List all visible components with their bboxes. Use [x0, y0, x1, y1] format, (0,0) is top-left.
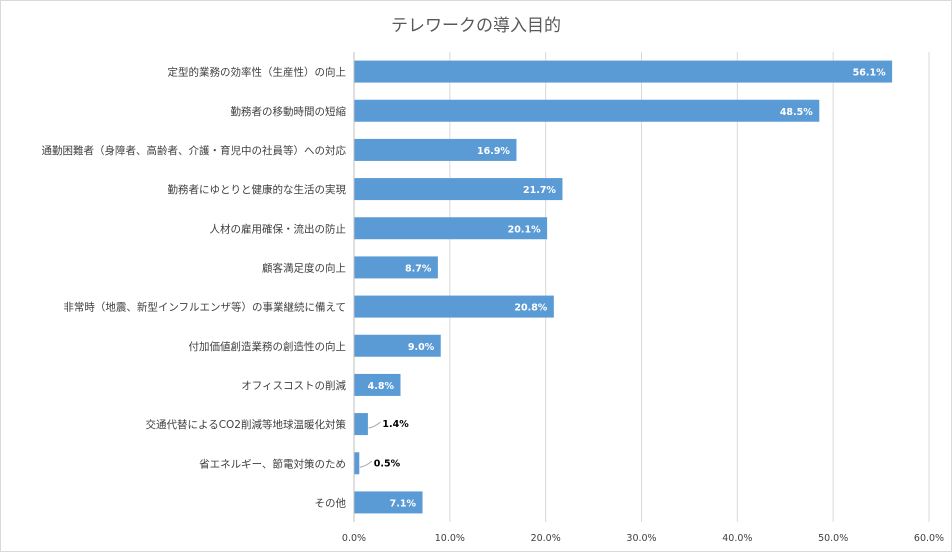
data-label: 0.5% [374, 458, 401, 469]
data-label: 20.8% [514, 303, 547, 314]
x-tick-label: 10.0% [435, 533, 465, 544]
data-label: 8.7% [405, 263, 432, 274]
category-label: 勤務者にゆとりと健康的な生活の実現 [168, 183, 347, 196]
bar [354, 138, 517, 161]
x-tick-label: 20.0% [531, 533, 561, 544]
leader-line [368, 421, 381, 429]
x-tick-label: 30.0% [626, 533, 656, 544]
bar [354, 334, 441, 357]
category-label: 定型的業務の効率性（生産性）の向上 [168, 66, 347, 79]
bar [354, 491, 423, 514]
x-tick-label: 60.0% [914, 533, 944, 544]
bar [354, 452, 360, 475]
category-label: 付加価値創造業務の創造性の向上 [189, 340, 347, 353]
x-tick-label: 50.0% [818, 533, 848, 544]
bar [354, 217, 548, 240]
data-label: 7.1% [390, 498, 417, 509]
category-label: 非常時（地震、新型インフルエンザ等）の事業継続に備えて [63, 301, 346, 314]
category-label: 人材の雇用確保・流出の防止 [210, 222, 347, 235]
chart-title: テレワークの導入目的 [391, 16, 561, 36]
data-label: 16.9% [477, 146, 510, 157]
category-label: 顧客満足度の向上 [262, 261, 346, 274]
x-tick-label: 40.0% [722, 533, 752, 544]
data-label: 9.0% [408, 342, 435, 353]
leader-line [359, 460, 373, 468]
category-label: 省エネルギー、節電対策のため [199, 457, 346, 470]
category-label: 通勤困難者（身障者、高齢者、介護・育児中の社員等）への対応 [42, 144, 347, 157]
bar [354, 178, 563, 201]
bar [354, 99, 820, 122]
bar [354, 413, 368, 436]
bar [354, 295, 554, 318]
category-label: その他 [315, 496, 347, 509]
data-label: 48.5% [780, 107, 813, 118]
bar [354, 60, 893, 83]
data-label: 56.1% [853, 68, 886, 79]
category-label: オフィスコストの削減 [241, 379, 346, 392]
x-tick-label: 0.0% [342, 533, 366, 544]
category-label: 交通代替によるCO2削減等地球温暖化対策 [146, 418, 347, 431]
bar [354, 256, 438, 279]
bar [354, 373, 401, 396]
data-label: 21.7% [523, 185, 556, 196]
data-label: 1.4% [382, 419, 409, 430]
data-label: 20.1% [508, 224, 541, 235]
data-label: 4.8% [368, 381, 395, 392]
category-label: 勤務者の移動時間の短縮 [231, 105, 347, 118]
